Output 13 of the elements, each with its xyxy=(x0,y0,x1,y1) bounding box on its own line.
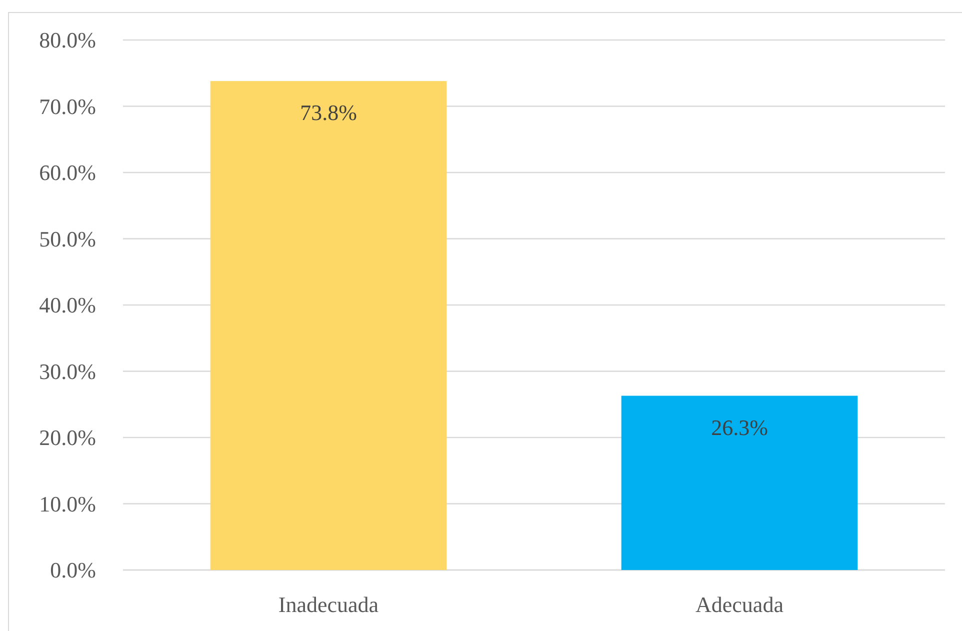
data-label: 26.3% xyxy=(711,414,768,440)
y-tick-label: 40.0% xyxy=(39,292,96,318)
x-tick-label: Inadecuada xyxy=(278,592,379,617)
y-tick-label: 0.0% xyxy=(50,558,96,583)
y-tick-label: 60.0% xyxy=(39,160,96,186)
y-tick-label: 20.0% xyxy=(39,425,96,450)
y-tick-label: 70.0% xyxy=(39,94,96,119)
y-tick-label: 50.0% xyxy=(39,226,96,252)
y-tick-label: 10.0% xyxy=(39,491,96,516)
x-tick-label: Adecuada xyxy=(696,592,784,617)
y-tick-label: 30.0% xyxy=(39,358,96,384)
y-tick-label: 80.0% xyxy=(39,28,96,53)
data-label: 73.8% xyxy=(300,100,357,126)
